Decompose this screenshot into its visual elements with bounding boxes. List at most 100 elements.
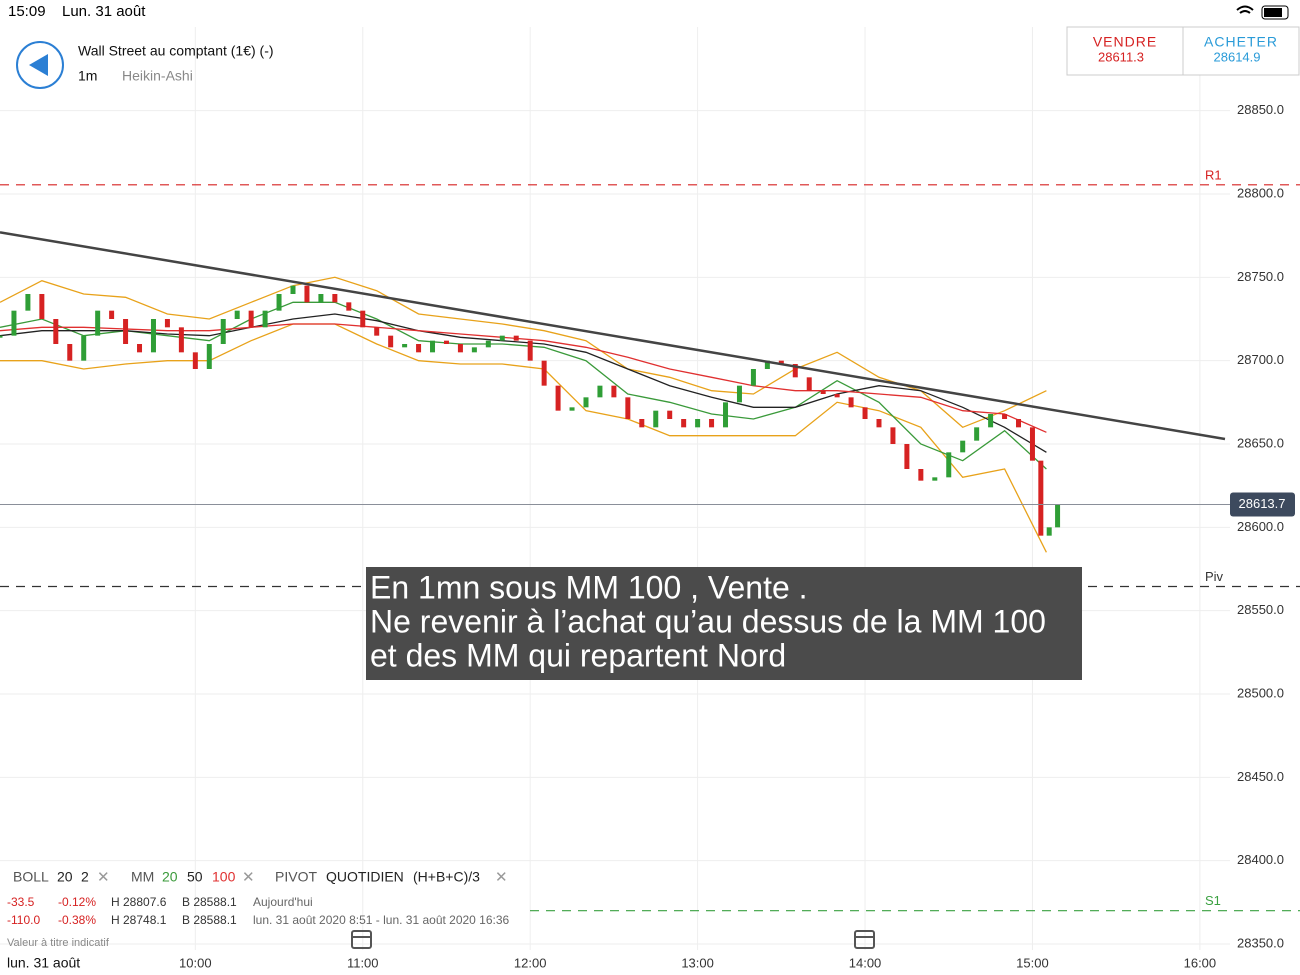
candle — [792, 364, 798, 378]
stat-low: B 28588.1 — [182, 895, 237, 909]
remove-icon[interactable]: ✕ — [242, 869, 255, 886]
y-tick-label: 28450.0 — [1237, 769, 1284, 784]
x-tick-label: 13:00 — [681, 955, 714, 970]
boll-dev[interactable]: 2 — [81, 869, 89, 885]
y-tick-label: 28400.0 — [1237, 852, 1284, 867]
calendar-frame[interactable] — [854, 930, 875, 949]
boll-period[interactable]: 20 — [57, 869, 73, 885]
back-button[interactable] — [16, 41, 64, 89]
candle — [750, 369, 756, 386]
candle — [220, 319, 226, 344]
mm-name[interactable]: MM — [131, 869, 154, 885]
trade-box: VENDRE 28611.3 ACHETER 28614.9 — [1066, 26, 1300, 76]
candle — [290, 285, 296, 294]
plot: R1 Piv S1 28613.7 — [0, 167, 1300, 912]
mm-50[interactable]: 50 — [187, 869, 203, 885]
y-tick-label: 28600.0 — [1237, 519, 1284, 534]
candle — [988, 414, 994, 428]
candle — [974, 427, 980, 441]
calendar-icon[interactable] — [351, 930, 372, 949]
candle — [318, 294, 324, 303]
stat-change: -33.5 — [7, 895, 35, 909]
candle — [695, 419, 701, 428]
candle — [206, 344, 212, 369]
candle — [0, 335, 3, 338]
y-tick-label: 28650.0 — [1237, 435, 1284, 450]
remove-icon[interactable]: ✕ — [97, 869, 110, 886]
indicator-line — [0, 313, 1047, 453]
annotation-line: et des MM qui repartent Nord — [370, 637, 786, 673]
instrument-name: Wall Street au comptant (1€) (-) — [78, 43, 274, 59]
candle — [25, 294, 31, 311]
candle — [848, 397, 854, 408]
candle — [360, 310, 366, 328]
back-arrow[interactable] — [29, 54, 48, 76]
mm-20[interactable]: 20 — [162, 869, 178, 885]
stats: -33.5 -0.12% H 28807.6 B 28588.1 Aujourd… — [7, 895, 510, 949]
candle — [192, 352, 198, 369]
stat-high: H 28748.1 — [111, 913, 167, 927]
candle — [430, 340, 436, 353]
candle — [39, 294, 45, 319]
annotation: En 1mn sous MM 100 , Vente .Ne revenir à… — [366, 567, 1082, 680]
candle — [918, 469, 924, 481]
candle — [583, 397, 589, 408]
indicator-line — [0, 276, 1047, 429]
battery-level — [1264, 8, 1282, 17]
mm-100[interactable]: 100 — [212, 869, 236, 885]
candle — [890, 427, 896, 444]
pivot-name[interactable]: PIVOT — [275, 869, 317, 885]
calendar-frame[interactable] — [351, 930, 372, 949]
candle — [778, 360, 784, 364]
candle — [485, 340, 491, 348]
chart-style[interactable]: Heikin-Ashi — [122, 68, 193, 84]
candle — [625, 397, 631, 419]
candle — [1046, 527, 1052, 536]
candle — [164, 319, 170, 328]
calendar-icon[interactable] — [854, 930, 875, 949]
y-tick-label: 28750.0 — [1237, 269, 1284, 284]
indicator-line — [0, 323, 1047, 433]
candle — [513, 335, 519, 341]
candle — [1038, 460, 1044, 536]
grid: 28350.0 28400.0 28450.0 28500.0 28550.0 28600… — [0, 27, 1284, 970]
candle — [443, 340, 449, 344]
stat-period: Aujourd'hui — [253, 895, 313, 909]
pivot-formula[interactable]: (H+B+C)/3 — [413, 869, 480, 885]
candle — [527, 340, 533, 361]
candle — [723, 402, 729, 428]
stat-change: -110.0 — [7, 913, 40, 927]
stat-percent: -0.38% — [58, 913, 96, 927]
pivot-period[interactable]: QUOTIDIEN — [326, 869, 404, 885]
y-tick-label: 28500.0 — [1237, 685, 1284, 700]
buy-price[interactable]: 28614.9 — [1214, 49, 1261, 64]
boll-name[interactable]: BOLL — [13, 869, 49, 885]
y-tick-label: 28350.0 — [1237, 935, 1284, 950]
candle — [681, 419, 687, 428]
buy-label[interactable]: ACHETER — [1204, 34, 1278, 50]
timeframe[interactable]: 1m — [78, 68, 97, 84]
candle — [555, 385, 561, 411]
sell-label[interactable]: VENDRE — [1093, 34, 1157, 50]
candle — [150, 319, 156, 353]
candle — [946, 452, 952, 478]
candle — [374, 327, 380, 336]
sell-price[interactable]: 28611.3 — [1098, 49, 1144, 64]
x-tick-label: 15:00 — [1016, 955, 1049, 970]
candle — [597, 385, 603, 398]
annotation-box — [366, 567, 1082, 680]
stat-percent: -0.12% — [58, 895, 96, 909]
candle — [67, 344, 73, 361]
candle — [639, 419, 645, 428]
candle — [932, 477, 938, 481]
candle — [53, 319, 59, 344]
remove-icon[interactable]: ✕ — [495, 869, 508, 886]
y-tick-label: 28550.0 — [1237, 602, 1284, 617]
candle — [960, 440, 966, 453]
level-label: R1 — [1205, 167, 1222, 182]
candle — [541, 360, 547, 386]
candle — [416, 344, 422, 353]
candle — [1029, 427, 1035, 461]
annotation-line: Ne revenir à l’achat qu’au dessus de la … — [370, 603, 1046, 639]
candle — [499, 335, 505, 341]
